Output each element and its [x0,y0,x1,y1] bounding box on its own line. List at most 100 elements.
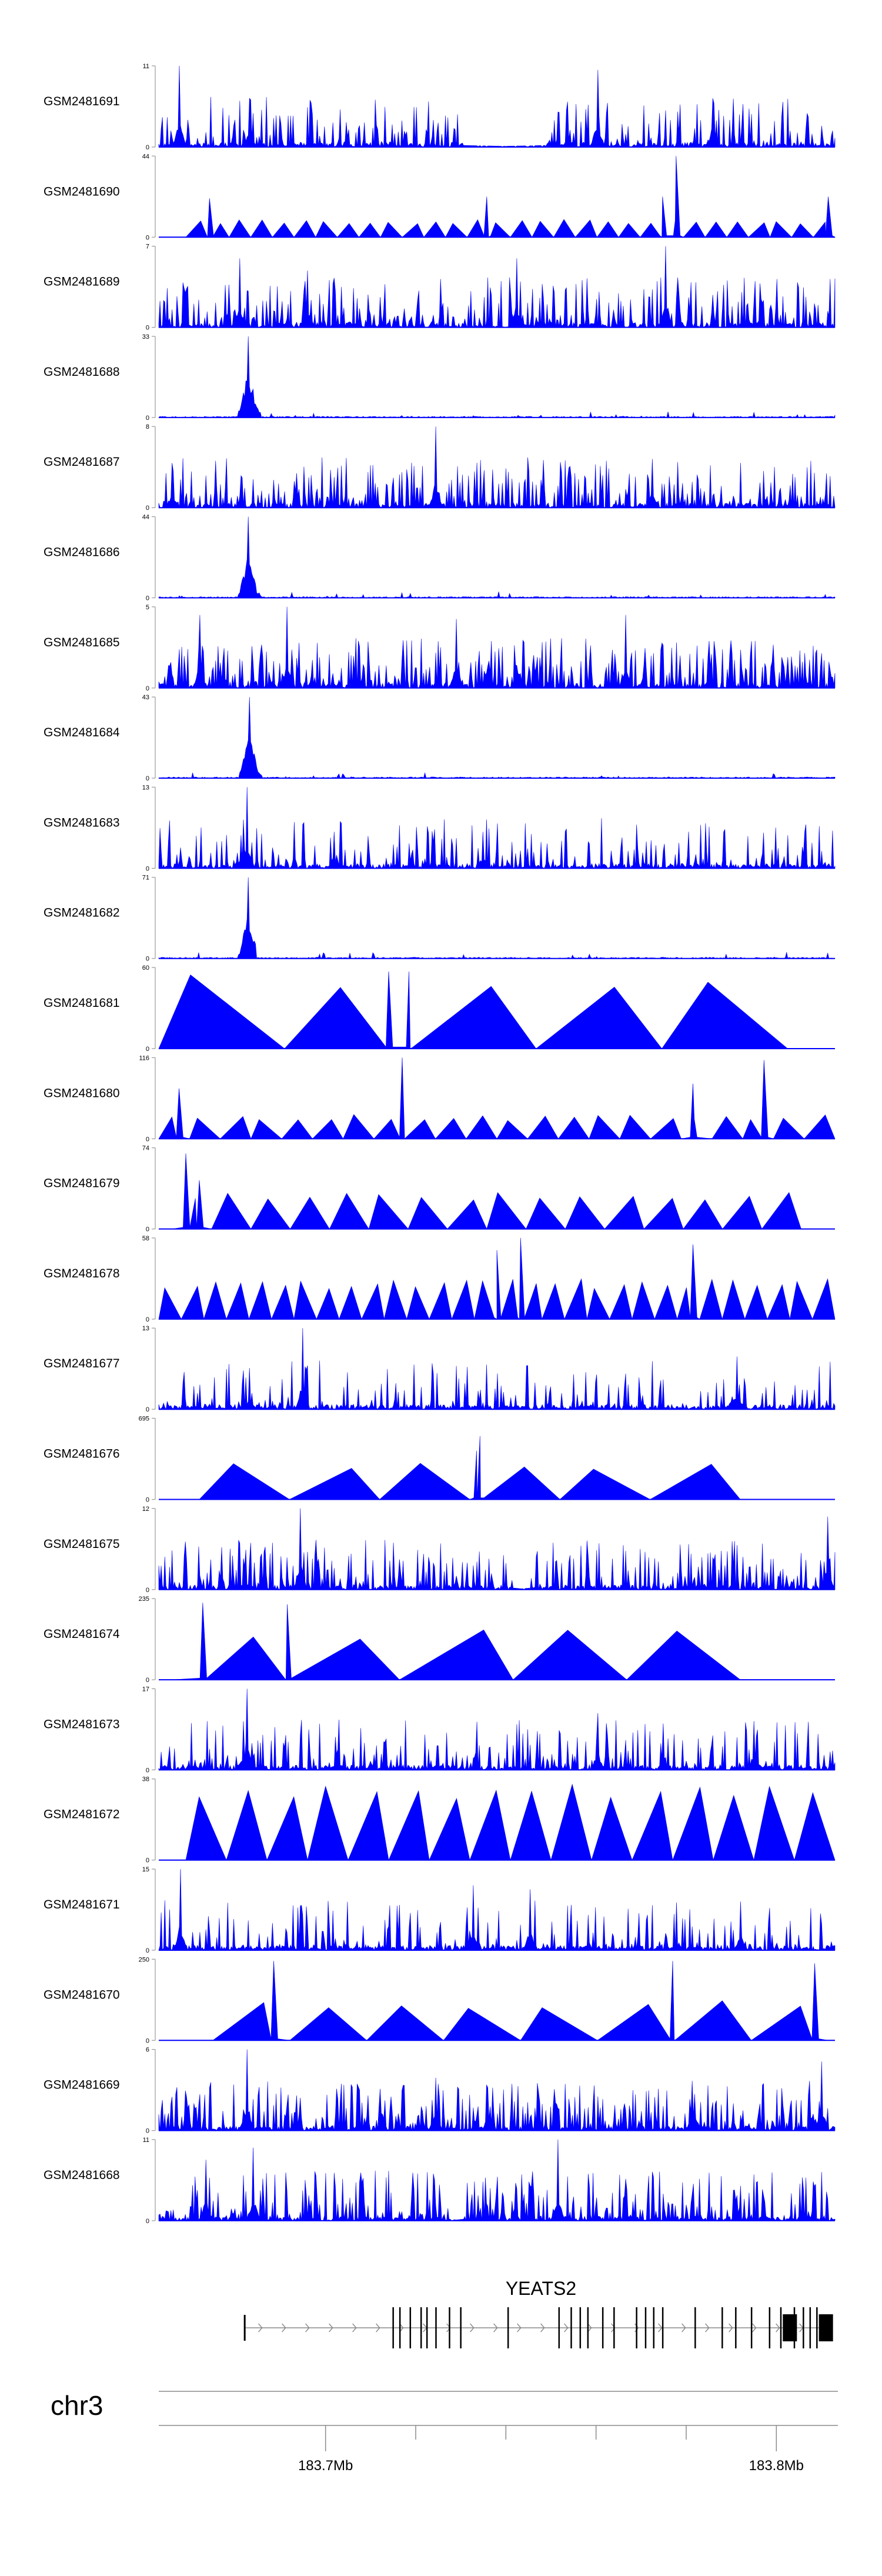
track-GSM2481682: GSM2481682 71 0 [44,875,836,963]
track-GSM2481683: GSM2481683 13 0 [44,784,836,872]
track-GSM2481676: GSM2481676 695 0 [44,1416,835,1504]
track-ymax-label: 17 [142,1686,149,1693]
track-ymin-label: 0 [146,775,149,782]
track-GSM2481686: GSM2481686 44 0 [44,514,836,602]
strand-arrow [329,2323,333,2333]
track-GSM2481688: GSM2481688 33 0 [44,333,836,422]
track-GSM2481691: GSM2481691 11 0 [44,63,836,151]
track-GSM2481670: GSM2481670 250 0 [44,1956,835,2044]
gene-exon [435,2307,437,2348]
gene-exon [449,2307,450,2348]
coverage-area [158,1689,836,1771]
axis-tick-label: 183.8Mb [749,2458,804,2474]
track-label: GSM2481689 [44,275,120,289]
coverage-area [158,606,836,689]
gene-exon [644,2307,647,2348]
track-GSM2481671: GSM2481671 15 0 [44,1866,836,1954]
track-ymax-label: 15 [142,1866,149,1873]
coverage-area [158,336,836,418]
strand-arrow [587,2323,592,2333]
track-label: GSM2481668 [44,2168,120,2182]
coverage-area [158,1508,836,1590]
strand-arrow [658,2323,663,2333]
track-label: GSM2481686 [44,546,120,559]
coverage-area [158,516,836,598]
axis-ticks: 183.7Mb 183.8Mb [298,2425,804,2474]
track-ymin-label: 0 [146,415,149,422]
strand-arrow [258,2323,263,2333]
gene-exon [460,2307,462,2348]
track-ymax-label: 235 [139,1596,149,1603]
track-label: GSM2481690 [44,185,120,198]
track-ymin-label: 0 [146,595,149,602]
gene-exon [426,2307,428,2348]
coverage-area [158,2049,836,2131]
strand-arrow [517,2323,522,2333]
track-ymin-label: 0 [146,1046,149,1053]
gene-exon [558,2307,560,2348]
gene-exon [409,2307,412,2348]
coverage-area [158,246,836,328]
strand-arrow [705,2323,710,2333]
gene-exon [750,2307,753,2348]
track-ymax-label: 7 [146,243,149,251]
track-ymax-label: 695 [139,1416,149,1423]
gene-exon [769,2307,771,2348]
track-ymax-label: 13 [142,1325,149,1332]
track-label: GSM2481684 [44,726,120,739]
strand-arrow [776,2323,780,2333]
track-ymin-label: 0 [146,685,149,692]
strand-arrow [564,2323,569,2333]
track-GSM2481678: GSM2481678 58 0 [44,1235,836,1323]
track-label: GSM2481683 [44,816,120,829]
track-ymin-label: 0 [146,956,149,963]
track-label: GSM2481671 [44,1898,120,1911]
strand-arrow [681,2323,686,2333]
track-label: GSM2481673 [44,1717,120,1731]
axis-tick-label: 183.7Mb [298,2458,353,2474]
gene-exon [570,2307,572,2348]
track-label: GSM2481681 [44,996,120,1010]
coverage-area [172,1153,801,1230]
strand-arrow [305,2323,310,2333]
track-GSM2481677: GSM2481677 13 0 [44,1325,836,1413]
track-label: GSM2481669 [44,2078,120,2092]
gene-exon [818,2314,833,2341]
track-GSM2481669: GSM2481669 6 0 [44,2047,836,2135]
track-ymax-label: 11 [143,2137,149,2144]
track-label: GSM2481680 [44,1086,120,1100]
track-label: GSM2481678 [44,1267,120,1280]
coverage-area [158,877,836,959]
coverage-area [158,1057,836,1140]
gene-exon [816,2307,818,2348]
track-ymax-label: 44 [142,153,149,160]
gene-exon [507,2307,509,2348]
track-label: GSM2481677 [44,1357,120,1370]
track-label: GSM2481670 [44,1988,120,2001]
coverage-area [158,426,836,509]
coverage-area [158,1237,836,1320]
genome-axis-panel: chr3 183.7Mb 183.8Mb [51,2390,838,2474]
track-label: GSM2481674 [44,1627,120,1641]
track-ymin-label: 0 [146,1767,149,1774]
gene-model-panel: YEATS2 [243,2278,833,2348]
track-ymin-label: 0 [146,2037,149,2044]
strand-arrow [752,2323,757,2333]
track-GSM2481675: GSM2481675 12 0 [44,1506,836,1594]
coverage-area [158,697,836,779]
track-ymax-label: 38 [142,1776,149,1783]
track-ymin-label: 0 [146,1316,149,1323]
track-ymin-label: 0 [146,325,149,332]
track-ymax-label: 13 [142,784,149,791]
track-GSM2481674: GSM2481674 235 0 [44,1596,835,1684]
track-ymax-label: 116 [139,1055,149,1062]
gene-exon [392,2307,394,2348]
track-ymin-label: 0 [146,865,149,872]
gene-tss-marker [243,2315,246,2341]
track-GSM2481681: GSM2481681 60 0 [44,965,835,1053]
track-label: GSM2481672 [44,1808,120,1821]
track-GSM2481673: GSM2481673 17 0 [44,1686,836,1774]
gene-exon [653,2307,655,2348]
strand-arrow [376,2323,380,2333]
